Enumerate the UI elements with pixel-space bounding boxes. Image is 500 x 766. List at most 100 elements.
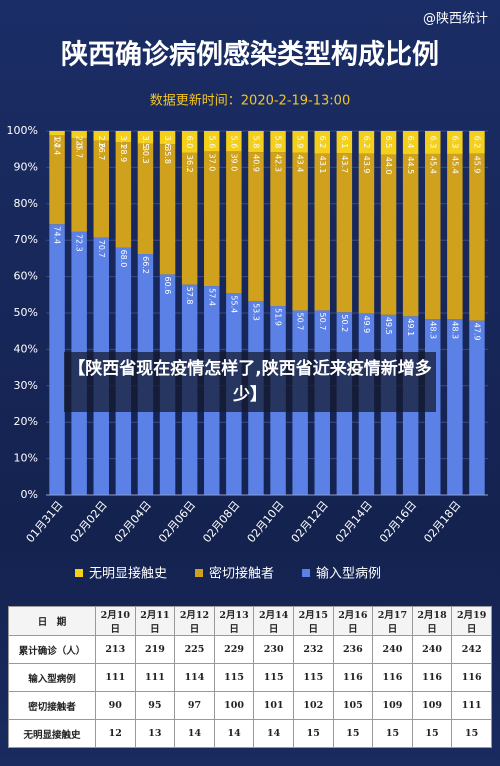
bar-segment: [226, 131, 242, 152]
bar-segment: [469, 320, 485, 495]
table-cell: 236: [332, 635, 374, 664]
data-label: 24.4: [53, 137, 62, 155]
bar-segment: [447, 319, 463, 495]
x-tick-label: 02月12日: [289, 499, 331, 546]
bar-segment: [447, 131, 463, 154]
table-cell: 密切接触者: [8, 691, 96, 720]
data-label: 45.9: [472, 156, 481, 174]
data-label: 44.0: [384, 157, 393, 175]
data-label: 50.7: [296, 313, 305, 331]
data-label: 5.6: [207, 136, 216, 149]
y-tick-label: 100%: [7, 124, 38, 137]
data-label: 2.0: [75, 136, 84, 149]
bar-segment: [181, 131, 198, 153]
table-cell: 115: [292, 663, 334, 692]
bar-segment: [204, 131, 220, 152]
table-cell: 242: [451, 635, 492, 664]
data-label: 5.8: [251, 136, 260, 149]
table-cell: 15: [411, 719, 453, 748]
watermark: @陕西统计: [423, 12, 488, 27]
chart: @陕西统计 陕西确诊病例感染类型构成比例 数据更新时间：2020-2-19-13…: [7, 12, 488, 582]
table-cell: 111: [95, 663, 136, 692]
data-label: 40.9: [251, 154, 260, 172]
data-label: 49.1: [406, 318, 415, 336]
data-label: 6.2: [318, 136, 327, 149]
x-tick-label: 02月16日: [377, 499, 419, 546]
overlay-caption: 【陕西省现在疫情怎样了,陕西省近来疫情新增多少】: [64, 352, 436, 412]
table-cell: 14: [213, 719, 255, 748]
x-tick-label: 02月14日: [333, 499, 375, 546]
data-label: 26.7: [97, 143, 106, 161]
table-cell: 240: [372, 635, 413, 664]
table-cell: 2月17日: [372, 606, 413, 636]
bar-segment: [226, 151, 242, 294]
y-tick-label: 60%: [14, 270, 38, 283]
data-label: 68.0: [119, 250, 128, 268]
table-cell: 109: [411, 691, 453, 720]
x-tick-label: 02月06日: [156, 499, 198, 546]
table-cell: 116: [411, 663, 453, 692]
table-cell: 114: [174, 663, 215, 692]
table-cell: 115: [213, 663, 255, 692]
table-row: 密切接触者 90 95 97 100 101 102 105 109 109 111: [8, 691, 492, 720]
table-cell: 2月15日: [292, 606, 334, 636]
x-tick-label: 02月18日: [421, 499, 463, 546]
y-tick-label: 20%: [14, 415, 38, 428]
y-tick-label: 0%: [21, 488, 38, 501]
bar-segment: [402, 154, 419, 317]
data-label: 5.6: [229, 136, 238, 149]
table-cell: 2月16日: [332, 606, 374, 636]
data-label: 50.7: [318, 313, 327, 331]
data-label: 3.5: [141, 136, 150, 149]
y-tick-label: 30%: [14, 379, 38, 392]
legend-label: 无明显接触史: [89, 566, 167, 582]
data-label: 60.6: [163, 277, 172, 295]
table-cell: 95: [134, 691, 176, 720]
bar-segment: [204, 151, 220, 287]
table-cell: 240: [411, 635, 453, 664]
data-label: 70.7: [97, 240, 106, 258]
data-label: 6.5: [384, 136, 393, 149]
data-label: 43.4: [296, 155, 305, 173]
data-label: 5.9: [296, 136, 305, 149]
bar-segment: [49, 131, 65, 136]
y-tick-label: 80%: [14, 197, 38, 210]
data-label: 3.6: [163, 136, 172, 149]
table-cell: 2月13日: [213, 606, 255, 636]
bar-segment: [469, 153, 485, 321]
table-cell: 14: [253, 719, 294, 748]
bar-segment: [71, 131, 87, 139]
table-cell: 109: [372, 691, 413, 720]
table-cell: 105: [332, 691, 374, 720]
data-label: 30.3: [141, 146, 150, 164]
data-label: 48.3: [450, 321, 459, 339]
bar-segment: [425, 131, 441, 154]
bar-segment: [137, 131, 154, 144]
bar-segment: [71, 138, 87, 232]
table-cell: 111: [451, 691, 492, 720]
data-label: 43.1: [318, 156, 327, 174]
data-label: 37.0: [207, 153, 216, 171]
table-cell: 116: [372, 663, 413, 692]
table-row: 无明显接触史 12 13 14 14 14 15 15 15 15 15: [8, 719, 492, 748]
table-cell: 232: [292, 635, 334, 664]
bar-segment: [358, 131, 375, 154]
bar-segment: [248, 131, 264, 153]
x-tick-label: 02月08日: [200, 499, 242, 546]
data-label: 55.4: [229, 295, 238, 313]
x-tick-label: 02月04日: [112, 499, 154, 546]
table-cell: 115: [253, 663, 294, 692]
y-tick-label: 90%: [14, 160, 38, 173]
table-cell: 2月18日: [411, 606, 453, 636]
table-cell: 219: [134, 635, 176, 664]
table-cell: 97: [174, 691, 215, 720]
bar-segment: [159, 144, 176, 275]
data-label: 39.0: [229, 153, 238, 171]
data-label: 57.8: [185, 287, 194, 305]
data-label: 57.4: [207, 288, 216, 306]
table-cell: 14: [174, 719, 215, 748]
bar-segment: [137, 143, 154, 255]
table-cell: 无明显接触史: [8, 719, 96, 748]
bar-segment: [270, 152, 286, 307]
table-cell: 230: [253, 635, 294, 664]
